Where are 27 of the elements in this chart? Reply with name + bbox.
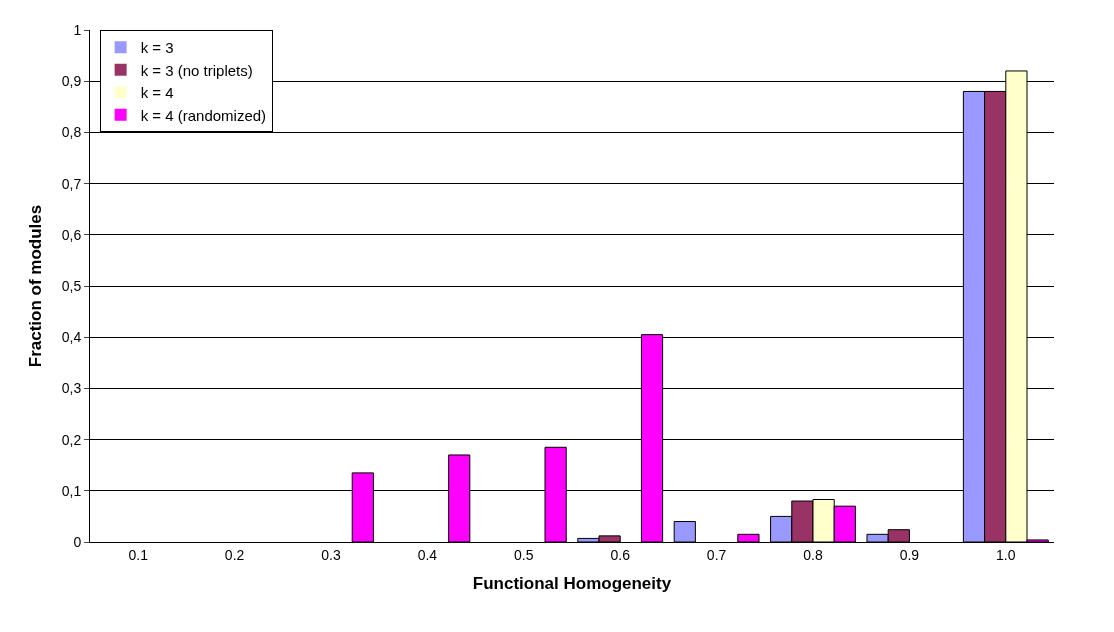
y-tick-label: 0,9 bbox=[61, 73, 82, 90]
y-tick-label: 0,2 bbox=[61, 431, 82, 448]
x-tick-label: 0.1 bbox=[128, 546, 149, 563]
legend-label: k = 4 (randomized) bbox=[140, 106, 267, 124]
y-tick-label: 1 bbox=[73, 21, 82, 38]
y-tick-label: 0,6 bbox=[61, 226, 82, 243]
y-tick-label: 0,7 bbox=[61, 175, 82, 192]
x-tick-label: 0.5 bbox=[514, 546, 534, 563]
y-tick-label: 0,1 bbox=[61, 482, 82, 499]
x-axis-title: Functional Homogeneity bbox=[472, 574, 672, 594]
legend-label: k = 3 bbox=[140, 39, 174, 57]
legend-label: k = 4 bbox=[140, 84, 174, 102]
x-tick-label: 0.6 bbox=[610, 546, 631, 563]
y-tick-label: 0,5 bbox=[61, 277, 82, 294]
x-tick-label: 0.2 bbox=[224, 546, 245, 563]
y-tick-label: 0,8 bbox=[61, 124, 82, 141]
y-tick-label: 0 bbox=[73, 533, 82, 550]
x-tick-label: 0.3 bbox=[321, 546, 341, 563]
x-tick-label: 0.9 bbox=[899, 546, 920, 563]
x-tick-label: 0.4 bbox=[417, 546, 438, 563]
x-tick-label: 1.0 bbox=[996, 546, 1016, 563]
legend-label: k = 3 (no triplets) bbox=[140, 61, 253, 79]
x-tick-label: 0.8 bbox=[803, 546, 823, 563]
y-axis-title: Fraction of modules bbox=[26, 204, 46, 368]
y-tick-label: 0,4 bbox=[61, 329, 82, 346]
x-tick-label: 0.7 bbox=[706, 546, 727, 563]
y-tick-label: 0,3 bbox=[61, 380, 82, 397]
